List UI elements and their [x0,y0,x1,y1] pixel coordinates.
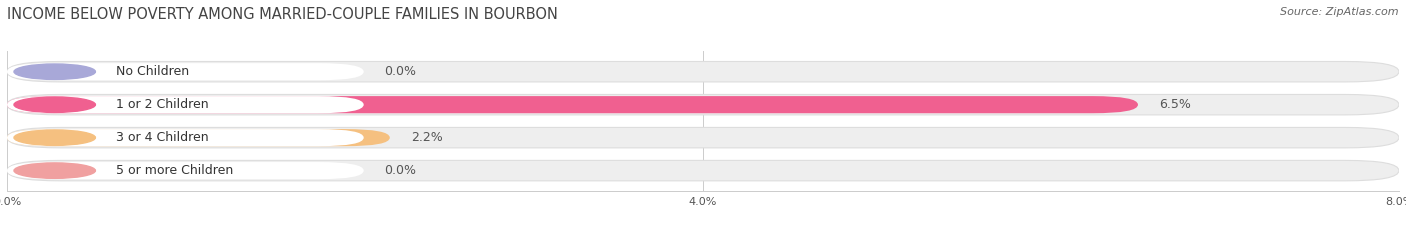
Text: 1 or 2 Children: 1 or 2 Children [117,98,209,111]
FancyBboxPatch shape [7,129,389,146]
Text: No Children: No Children [117,65,190,78]
FancyBboxPatch shape [7,160,1399,181]
FancyBboxPatch shape [7,94,1399,115]
FancyBboxPatch shape [7,162,364,179]
Circle shape [14,163,96,178]
Text: 0.0%: 0.0% [385,65,416,78]
FancyBboxPatch shape [7,96,364,113]
Text: 5 or more Children: 5 or more Children [117,164,233,177]
FancyBboxPatch shape [7,63,364,80]
Text: Source: ZipAtlas.com: Source: ZipAtlas.com [1281,7,1399,17]
FancyBboxPatch shape [7,127,1399,148]
Text: 0.0%: 0.0% [385,164,416,177]
FancyBboxPatch shape [7,96,1137,113]
Text: 3 or 4 Children: 3 or 4 Children [117,131,209,144]
FancyBboxPatch shape [7,62,1399,82]
Text: 6.5%: 6.5% [1159,98,1191,111]
Circle shape [14,97,96,112]
Text: INCOME BELOW POVERTY AMONG MARRIED-COUPLE FAMILIES IN BOURBON: INCOME BELOW POVERTY AMONG MARRIED-COUPL… [7,7,558,22]
FancyBboxPatch shape [7,129,364,146]
Circle shape [14,64,96,79]
Circle shape [14,130,96,145]
Text: 2.2%: 2.2% [411,131,443,144]
